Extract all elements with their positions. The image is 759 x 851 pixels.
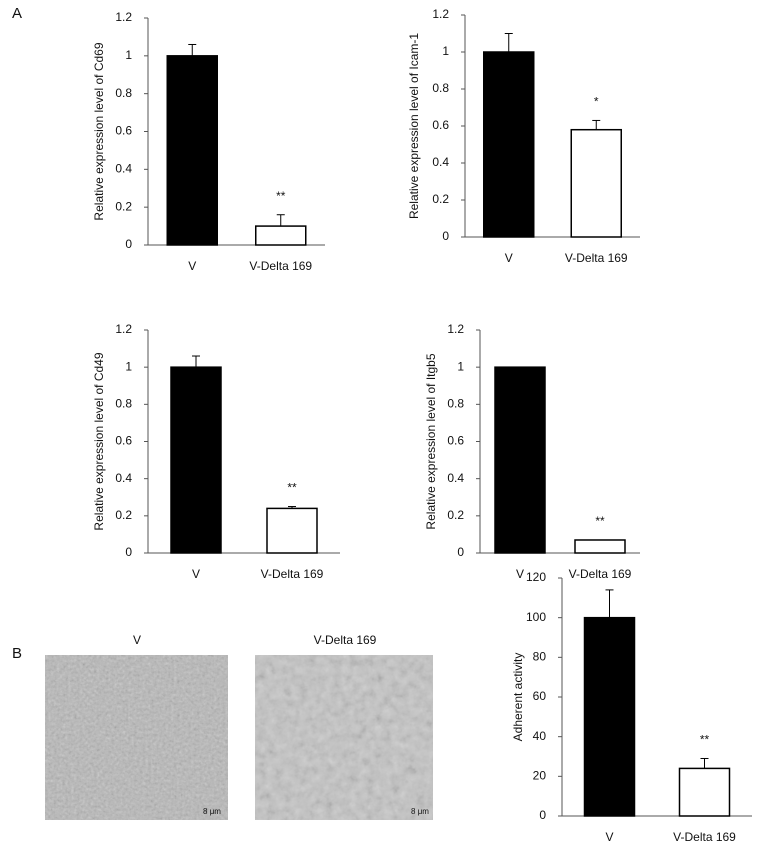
y-tick-label: 1 bbox=[442, 44, 449, 58]
x-tick-label: V-Delta 169 bbox=[249, 259, 312, 273]
y-axis-label: Relative expression level of Icam-1 bbox=[407, 33, 421, 219]
y-tick-label: 1.2 bbox=[115, 10, 132, 24]
y-tick-label: 0.2 bbox=[432, 192, 449, 206]
micrograph-texture bbox=[45, 655, 228, 820]
panel-label: A bbox=[12, 5, 22, 22]
y-tick-label: 1 bbox=[457, 359, 464, 373]
bar bbox=[483, 51, 535, 238]
y-tick-label: 0.6 bbox=[432, 118, 449, 132]
significance-label: ** bbox=[276, 189, 286, 203]
x-tick-label: V-Delta 169 bbox=[565, 251, 628, 265]
x-tick-label: V-Delta 169 bbox=[261, 567, 324, 581]
y-tick-label: 0.2 bbox=[115, 508, 132, 522]
y-tick-label: 0 bbox=[125, 237, 132, 251]
y-axis-label: Relative expression level of Itgb5 bbox=[424, 353, 438, 529]
y-tick-label: 0.4 bbox=[115, 162, 132, 176]
scale-bar-label: 8 μm bbox=[203, 807, 221, 816]
bar bbox=[166, 55, 218, 246]
y-tick-label: 0.8 bbox=[447, 397, 464, 411]
significance-label: * bbox=[594, 95, 599, 109]
panel-label: B bbox=[12, 645, 22, 662]
y-tick-label: 60 bbox=[533, 689, 547, 703]
y-tick-label: 0.6 bbox=[115, 124, 132, 138]
y-tick-label: 0 bbox=[457, 545, 464, 559]
x-tick-label: V bbox=[516, 567, 524, 581]
y-tick-label: 120 bbox=[526, 570, 546, 584]
bar bbox=[494, 366, 546, 554]
x-tick-label: V bbox=[188, 259, 196, 273]
x-tick-label: V-Delta 169 bbox=[569, 567, 632, 581]
y-tick-label: 0.8 bbox=[432, 81, 449, 95]
bar bbox=[255, 225, 307, 246]
bar bbox=[574, 539, 626, 554]
y-tick-label: 0 bbox=[539, 808, 546, 822]
y-axis-label: Adherent activity bbox=[511, 653, 525, 742]
x-tick-label: V bbox=[605, 830, 613, 844]
bar bbox=[583, 616, 636, 817]
y-tick-label: 0.8 bbox=[115, 86, 132, 100]
bar bbox=[678, 767, 731, 817]
scale-bar-label: 8 μm bbox=[411, 807, 429, 816]
significance-label: ** bbox=[287, 481, 297, 495]
y-tick-label: 0.6 bbox=[115, 434, 132, 448]
y-tick-label: 100 bbox=[526, 610, 546, 624]
bar bbox=[570, 128, 622, 238]
bar bbox=[170, 366, 222, 554]
y-tick-label: 0.4 bbox=[115, 471, 132, 485]
x-tick-label: V bbox=[192, 567, 200, 581]
x-tick-label: V bbox=[505, 251, 513, 265]
y-tick-label: 80 bbox=[533, 650, 547, 664]
y-tick-label: 0 bbox=[125, 545, 132, 559]
y-tick-label: 1.2 bbox=[115, 322, 132, 336]
x-tick-label: V-Delta 169 bbox=[673, 830, 736, 844]
micrograph-texture bbox=[255, 655, 433, 820]
y-tick-label: 1.2 bbox=[447, 322, 464, 336]
y-tick-label: 0.2 bbox=[115, 199, 132, 213]
y-tick-label: 1.2 bbox=[432, 7, 449, 21]
y-tick-label: 40 bbox=[533, 729, 547, 743]
y-tick-label: 0.2 bbox=[447, 508, 464, 522]
y-tick-label: 1 bbox=[125, 48, 132, 62]
image-label: V bbox=[133, 633, 141, 647]
y-tick-label: 20 bbox=[533, 769, 547, 783]
y-tick-label: 0.4 bbox=[432, 155, 449, 169]
bar bbox=[266, 507, 318, 554]
y-tick-label: 0 bbox=[442, 229, 449, 243]
y-tick-label: 0.8 bbox=[115, 397, 132, 411]
y-tick-label: 0.6 bbox=[447, 434, 464, 448]
y-tick-label: 0.4 bbox=[447, 471, 464, 485]
y-tick-label: 1 bbox=[125, 359, 132, 373]
significance-label: ** bbox=[595, 514, 605, 528]
y-axis-label: Relative expression level of Cd69 bbox=[92, 42, 106, 220]
image-label: V-Delta 169 bbox=[314, 633, 377, 647]
y-axis-label: Relative expression level of Cd49 bbox=[92, 352, 106, 530]
significance-label: ** bbox=[700, 733, 710, 747]
